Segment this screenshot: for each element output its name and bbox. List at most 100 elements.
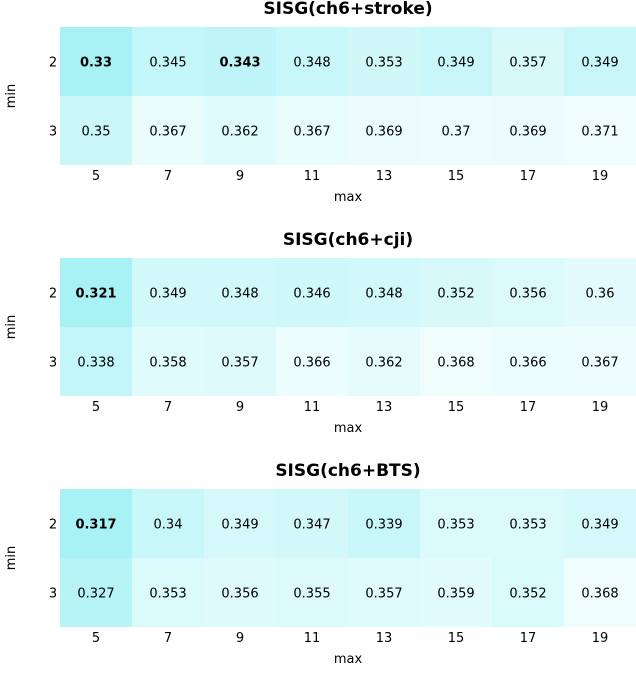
cell-value-label: 0.367: [149, 125, 186, 140]
cell-value-label: 0.367: [581, 356, 618, 371]
x-tick-label: 9: [236, 631, 244, 646]
heatmap-panel-3: SISG(ch6+BTS) 0.317 0.34 0.349 0.347 0.339 0.3…: [4, 461, 636, 667]
cell-value-label: 0.368: [437, 356, 474, 371]
heatmap-cell: [132, 558, 204, 627]
y-axis-label: min: [4, 84, 19, 109]
heatmap-cell: [132, 96, 204, 165]
heatmap-cell: [276, 96, 348, 165]
cell-value-label: 0.347: [293, 518, 330, 533]
heatmap-cell: [492, 558, 564, 627]
cell-value-label: 0.368: [581, 587, 618, 602]
x-tick-label: 13: [376, 169, 393, 184]
heatmap-cell: [60, 489, 132, 558]
x-tick-label: 15: [448, 169, 465, 184]
cell-value-label: 0.346: [293, 287, 330, 302]
x-tick-label: 9: [236, 400, 244, 415]
x-axis-label: max: [334, 190, 363, 205]
heatmap-cell: [564, 489, 636, 558]
heatmap-cell: [132, 489, 204, 558]
heatmap-cell: [60, 327, 132, 396]
chart-title: SISG(ch6+BTS): [275, 461, 420, 481]
cell-value-label: 0.353: [509, 518, 546, 533]
heatmap-cell: [492, 327, 564, 396]
x-tick-label: 17: [520, 400, 537, 415]
x-tick-label: 9: [236, 169, 244, 184]
cell-value-label: 0.357: [221, 356, 258, 371]
cell-value-label: 0.371: [581, 125, 618, 140]
y-tick-label: 2: [49, 56, 57, 71]
cell-value-label: 0.35: [82, 125, 111, 140]
heatmap-cell: [492, 258, 564, 327]
x-tick-label: 19: [592, 169, 609, 184]
x-axis-label: max: [334, 421, 363, 436]
cell-value-label: 0.348: [293, 56, 330, 71]
cell-value-label: 0.352: [509, 587, 546, 602]
heatmap-cell: [132, 258, 204, 327]
x-tick-label: 19: [592, 400, 609, 415]
x-tick-label: 5: [92, 400, 100, 415]
heatmap-cell: [204, 258, 276, 327]
cell-value-label: 0.349: [221, 518, 258, 533]
cell-value-label: 0.34: [154, 518, 183, 533]
cell-value-label: 0.369: [509, 125, 546, 140]
heatmap-cell: [60, 27, 132, 96]
cell-value-label: 0.356: [221, 587, 258, 602]
cell-value-label: 0.339: [365, 518, 402, 533]
cell-value-label: 0.349: [581, 56, 618, 71]
heatmap-cell: [492, 489, 564, 558]
cell-value-label: 0.349: [581, 518, 618, 533]
cell-value-label: 0.348: [365, 287, 402, 302]
cell-value-label: 0.37: [442, 125, 471, 140]
heatmap-cell: [276, 258, 348, 327]
heatmap-cell: [564, 27, 636, 96]
cell-value-label: 0.367: [293, 125, 330, 140]
cell-value-label: 0.353: [437, 518, 474, 533]
heatmap-cell: [276, 489, 348, 558]
x-tick-label: 11: [304, 631, 321, 646]
cell-value-label: 0.366: [509, 356, 546, 371]
cell-value-label: 0.352: [437, 287, 474, 302]
x-tick-label: 5: [92, 631, 100, 646]
heatmap-cell: [60, 258, 132, 327]
heatmap-cell: [204, 96, 276, 165]
cell-value-label: 0.321: [75, 287, 116, 302]
cell-value-label: 0.345: [149, 56, 186, 71]
heatmap-cell: [420, 258, 492, 327]
cell-value-label: 0.36: [586, 287, 615, 302]
x-tick-label: 17: [520, 631, 537, 646]
heatmap-cell: [564, 327, 636, 396]
heatmap-cell: [60, 96, 132, 165]
heatmap-cell: [492, 96, 564, 165]
heatmap-cell: [60, 558, 132, 627]
cell-value-label: 0.362: [365, 356, 402, 371]
x-tick-label: 11: [304, 169, 321, 184]
heatmap-cell: [348, 27, 420, 96]
x-tick-label: 11: [304, 400, 321, 415]
cell-value-label: 0.362: [221, 125, 258, 140]
y-axis-label: min: [4, 546, 19, 571]
heatmap-cell: [204, 327, 276, 396]
heatmap-cell: [420, 27, 492, 96]
y-axis-label: min: [4, 315, 19, 340]
cell-value-label: 0.358: [149, 356, 186, 371]
x-tick-label: 13: [376, 631, 393, 646]
cell-value-label: 0.348: [221, 287, 258, 302]
x-tick-label: 13: [376, 400, 393, 415]
heatmap-cell: [204, 27, 276, 96]
heatmap-cell: [276, 558, 348, 627]
y-tick-label: 2: [49, 287, 57, 302]
x-tick-label: 7: [164, 631, 172, 646]
cell-value-label: 0.357: [365, 587, 402, 602]
heatmap-cell: [564, 558, 636, 627]
cell-value-label: 0.349: [437, 56, 474, 71]
x-tick-label: 5: [92, 169, 100, 184]
heatmap-cell: [564, 258, 636, 327]
heatmap-cell: [276, 27, 348, 96]
x-tick-label: 19: [592, 631, 609, 646]
heatmap-cell: [132, 327, 204, 396]
y-tick-label: 2: [49, 518, 57, 533]
heatmap-cell: [492, 27, 564, 96]
cell-value-label: 0.356: [509, 287, 546, 302]
heatmap-cell: [420, 327, 492, 396]
